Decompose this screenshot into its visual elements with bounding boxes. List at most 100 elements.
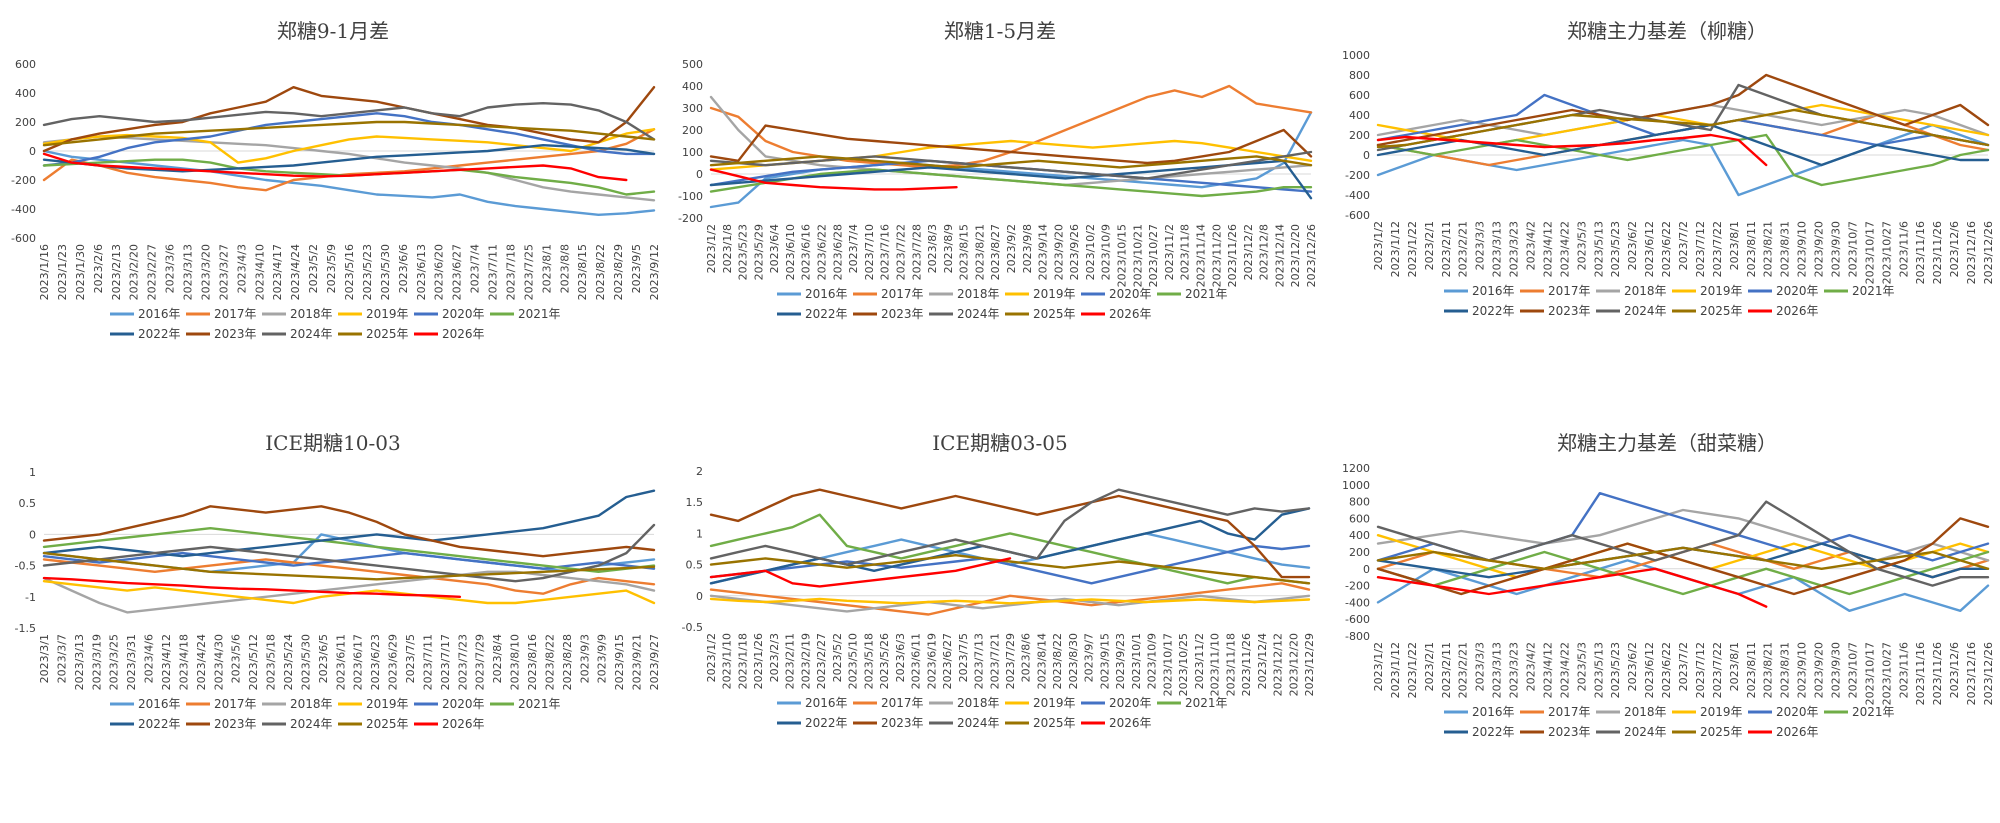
x-tick-label: 2023/7/22 xyxy=(1711,642,1724,698)
x-tick-label: 2023/1/2 xyxy=(1372,642,1385,691)
legend-label: 2023年 xyxy=(1548,304,1591,318)
y-tick-label: 0 xyxy=(696,590,703,603)
x-tick-label: 2023/5/2 xyxy=(831,633,844,682)
y-tick-label: -200 xyxy=(1345,169,1370,182)
x-tick-label: 2023/1/26 xyxy=(752,633,765,689)
x-tick-label: 2023/1/2 xyxy=(705,224,718,273)
y-tick-label: 0 xyxy=(29,528,36,541)
legend-label: 2026年 xyxy=(1776,725,1819,739)
legend-label: 2017年 xyxy=(881,287,924,301)
y-tick-label: 0 xyxy=(1363,149,1370,162)
legend-label: 2019年 xyxy=(1033,696,1076,710)
x-tick-label: 2023/8/29 xyxy=(612,244,625,300)
x-tick-label: 2023/5/13 xyxy=(1592,221,1605,277)
legend-label: 2023年 xyxy=(881,307,924,321)
x-tick-label: 2023/8/9 xyxy=(942,224,955,273)
y-tick-label: 100 xyxy=(682,146,703,159)
series-line-2020年 xyxy=(1376,492,1990,562)
x-tick-label: 2023/10/25 xyxy=(1177,633,1190,696)
legend-label: 2018年 xyxy=(1624,284,1667,298)
x-tick-label: 2023/7/16 xyxy=(879,224,892,280)
series-line-2018年 xyxy=(709,594,1311,613)
x-tick-label: 2023/1/30 xyxy=(74,244,87,300)
x-tick-label: 2023/5/29 xyxy=(752,224,765,280)
y-tick-label: 600 xyxy=(1349,512,1370,525)
x-tick-label: 2023/9/5 xyxy=(630,244,643,293)
x-tick-label: 2023/7/11 xyxy=(487,244,500,300)
x-tick-label: 2023/10/17 xyxy=(1863,221,1876,284)
y-tick-label: 1 xyxy=(29,466,36,479)
x-tick-label: 2023/9/10 xyxy=(1796,642,1809,698)
x-tick-label: 2023/5/18 xyxy=(862,633,875,689)
chart-svg-4: ICE期糖03-05 -0.5 0 0.5 1 1.5 2 2023/1/2 2023/1/10… xyxy=(682,431,1316,730)
x-tick-label: 2023/1/18 xyxy=(736,633,749,689)
x-tick-label: 2023/4/10 xyxy=(253,244,266,300)
x-tick-label: 2023/2/19 xyxy=(799,633,812,689)
x-tick-label: 2023/1/22 xyxy=(1406,642,1419,698)
x-tick-label: 2023/3/25 xyxy=(108,634,121,690)
x-tick-label: 2023/2/27 xyxy=(146,244,159,300)
x-tick-label: 2023/4/17 xyxy=(271,244,284,300)
x-tick-label: 2023/11/26 xyxy=(1931,642,1944,705)
x-tick-label: 2023/3/6 xyxy=(164,244,177,293)
legend-label: 2018年 xyxy=(1624,705,1667,719)
x-tick-label: 2023/1/12 xyxy=(1389,642,1402,698)
x-tick-label: 2023/2/20 xyxy=(128,244,141,300)
x-tick-label: 2023/5/23 xyxy=(361,244,374,300)
x-tick-label: 2023/12/29 xyxy=(1303,633,1316,696)
series-line-2021年 xyxy=(1376,550,1990,596)
x-tick-label: 2023/9/27 xyxy=(648,634,661,690)
x-tick-label: 2023/7/17 xyxy=(439,634,452,690)
x-tick-label: 2023/7/13 xyxy=(973,633,986,689)
x-tick-label: 2023/12/14 xyxy=(1273,224,1286,287)
x-tick-label: 2023/4/24 xyxy=(289,244,302,300)
x-tick-label: 2023/11/16 xyxy=(1914,642,1927,705)
x-tick-label: 2023/8/15 xyxy=(958,224,971,280)
x-tick-label: 2023/2/1 xyxy=(1423,221,1436,270)
legend-label: 2025年 xyxy=(1700,304,1743,318)
x-tick-label: 2023/9/30 xyxy=(1830,642,1843,698)
y-tick-label: -200 xyxy=(11,174,36,187)
x-tick-label: 2023/3/23 xyxy=(1508,221,1521,277)
x-tick-label: 2023/2/1 xyxy=(1423,642,1436,691)
x-tick-label: 2023/3/19 xyxy=(90,634,103,690)
legend-label: 2025年 xyxy=(366,717,409,731)
x-tick-label: 2023/9/23 xyxy=(1114,633,1127,689)
legend-label: 2020年 xyxy=(1109,287,1152,301)
series-line-2026年 xyxy=(1376,133,1768,167)
legend-label: 2023年 xyxy=(214,717,257,731)
x-tick-label: 2023/9/15 xyxy=(613,634,626,690)
series-line-2025年 xyxy=(42,120,656,147)
x-tick-label: 2023/11/20 xyxy=(1210,224,1223,287)
x-tick-label: 2023/7/28 xyxy=(910,224,923,280)
x-tick-label: 2023/10/7 xyxy=(1846,221,1859,277)
x-tick-label: 2023/6/22 xyxy=(1660,642,1673,698)
x-tick-label: 2023/11/6 xyxy=(1897,642,1910,698)
x-tick-label: 2023/1/12 xyxy=(1389,221,1402,277)
x-tick-label: 2023/6/3 xyxy=(894,633,907,682)
y-tick-label: -1.5 xyxy=(15,622,36,635)
x-tick-label: 2023/3/13 xyxy=(182,244,195,300)
x-tick-label: 2023/3/7 xyxy=(55,634,68,683)
x-tick-label: 2023/7/25 xyxy=(522,244,535,300)
x-tick-label: 2023/10/27 xyxy=(1880,642,1893,705)
y-tick-label: 200 xyxy=(15,116,36,129)
legend-label: 2017年 xyxy=(1548,284,1591,298)
series-line-2017年 xyxy=(42,128,656,192)
y-tick-label: 600 xyxy=(1349,89,1370,102)
x-tick-label: 2023/10/21 xyxy=(1131,224,1144,287)
x-tick-label: 2023/7/12 xyxy=(1694,221,1707,277)
legend-label: 2023年 xyxy=(1548,725,1591,739)
series-line-2021年 xyxy=(1376,133,1990,187)
x-tick-label: 2023/5/3 xyxy=(1575,221,1588,270)
x-tick-label: 2023/7/29 xyxy=(474,634,487,690)
series-line-2023年 xyxy=(709,488,1311,579)
legend-label: 2026年 xyxy=(442,717,485,731)
series-line-2020年 xyxy=(709,544,1311,585)
y-tick-label: 2 xyxy=(696,465,703,478)
x-tick-label: 2023/8/4 xyxy=(491,634,504,683)
y-tick-label: 0.5 xyxy=(686,559,704,572)
x-tick-label: 2023/5/23 xyxy=(1609,221,1622,277)
x-tick-label: 2023/10/17 xyxy=(1863,642,1876,705)
x-tick-label: 2023/11/6 xyxy=(1897,221,1910,277)
